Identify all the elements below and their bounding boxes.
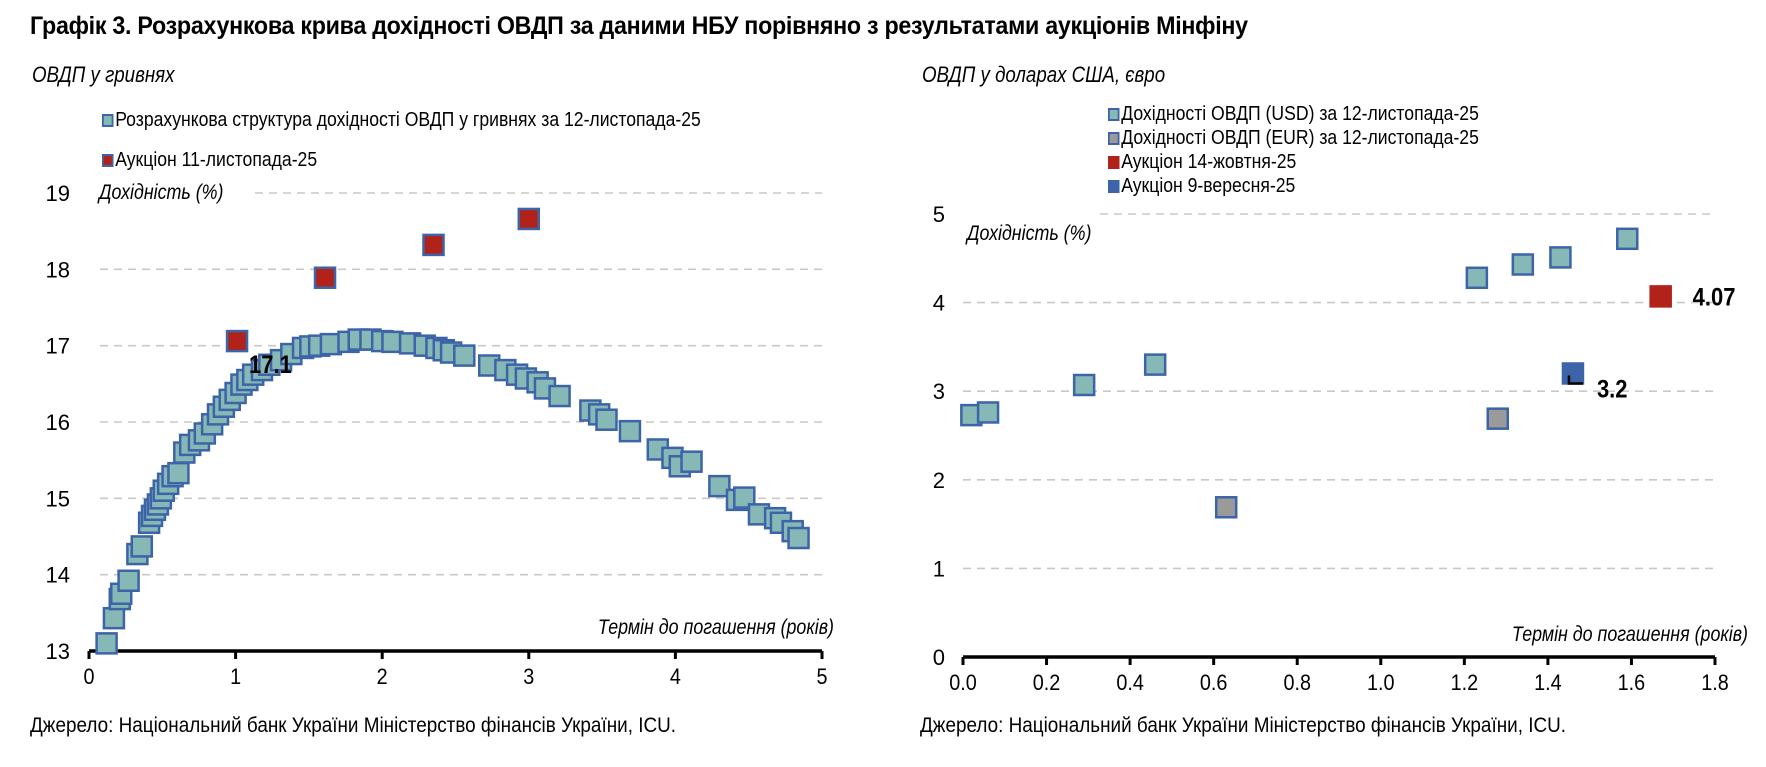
data-label: 3.2 bbox=[1597, 375, 1628, 403]
x-tick-label: 5 bbox=[816, 665, 827, 689]
right-chart-legend: Дохідності ОВДП (USD) за 12-листопада-25… bbox=[1108, 102, 1479, 198]
data-point bbox=[1649, 285, 1672, 308]
data-point bbox=[130, 535, 154, 558]
right-chart: 0 1 2 3 4 5 0.0 0.2 0.4 0.6 0.8 1.0 1.2 1.4 1.6 1.8 Дохі… bbox=[933, 202, 1748, 695]
y-tick-label: 14 bbox=[46, 563, 70, 588]
x-tick-label: 4 bbox=[670, 665, 681, 689]
data-point bbox=[1465, 266, 1489, 290]
data-point bbox=[1214, 496, 1238, 519]
x-tick-label: 1.6 bbox=[1618, 671, 1646, 695]
data-point bbox=[1143, 353, 1167, 376]
annotation-leader-line bbox=[1567, 375, 1583, 385]
legend-item-eur: Дохідності ОВДП (EUR) за 12-листопада-25 bbox=[1108, 126, 1479, 150]
x-tick-label: 3 bbox=[523, 665, 534, 689]
data-point bbox=[976, 401, 1000, 424]
legend-item-usd: Дохідності ОВДП (USD) за 12-листопада-25 bbox=[1108, 102, 1479, 126]
x-axis-title: Термін до погашення (років) bbox=[1512, 623, 1748, 647]
data-point bbox=[422, 233, 445, 257]
x-tick-label: 0.0 bbox=[949, 671, 977, 695]
legend-swatch-auction bbox=[102, 153, 114, 167]
data-point bbox=[225, 329, 249, 353]
data-label: 4.07 bbox=[1693, 283, 1736, 311]
figure-title: Графік 3. Розрахункова крива дохідності … bbox=[30, 12, 1248, 40]
data-point bbox=[680, 450, 703, 473]
data-point bbox=[618, 419, 642, 443]
y-axis-title: Дохідність (%) bbox=[965, 222, 1091, 246]
data-point bbox=[708, 474, 731, 498]
x-tick-label: 1.4 bbox=[1534, 671, 1562, 695]
legend-swatch-curve bbox=[102, 113, 114, 127]
data-point bbox=[453, 344, 476, 367]
legend-label-curve: Розрахункова структура дохідності ОВДП у… bbox=[115, 108, 701, 131]
legend-item-auction: Аукціон 11-листопада-25 bbox=[102, 148, 701, 172]
left-chart: 13 14 15 16 17 18 19 0 1 2 3 4 5 Дохідність (%) Термін… bbox=[46, 181, 834, 690]
data-point bbox=[1616, 227, 1639, 251]
data-point bbox=[1072, 373, 1096, 397]
data-point bbox=[787, 526, 810, 550]
y-tick-label: 15 bbox=[46, 486, 70, 511]
right-source-note: Джерело: Національний банк України Мініс… bbox=[920, 714, 1567, 737]
series-2 bbox=[1649, 285, 1672, 308]
data-point bbox=[313, 266, 337, 289]
y-tick-label: 16 bbox=[46, 410, 70, 435]
data-point bbox=[1511, 253, 1535, 276]
legend-swatch-eur bbox=[1108, 131, 1120, 145]
data-point bbox=[1549, 246, 1572, 269]
legend-item-curve: Розрахункова структура дохідності ОВДП у… bbox=[102, 108, 701, 132]
legend-label-auction: Аукціон 11-листопада-25 bbox=[115, 148, 318, 171]
x-tick-label: 2 bbox=[377, 665, 388, 689]
legend-item-sep: Аукціон 9-вересня-25 bbox=[1108, 174, 1479, 198]
series-1 bbox=[1214, 407, 1510, 519]
legend-label-sep: Аукціон 9-вересня-25 bbox=[1121, 174, 1296, 197]
y-tick-label: 4 bbox=[933, 291, 945, 316]
left-chart-subtitle: ОВДП у гривнях bbox=[32, 62, 175, 87]
y-axis-title: Дохідність (%) bbox=[97, 181, 223, 205]
data-label: 17.1 bbox=[249, 351, 292, 379]
legend-label-eur: Дохідності ОВДП (EUR) за 12-листопада-25 bbox=[1121, 126, 1479, 149]
series-0 bbox=[95, 328, 810, 655]
y-tick-label: 17 bbox=[46, 334, 70, 359]
data-point bbox=[1486, 407, 1510, 430]
x-tick-label: 0.2 bbox=[1033, 671, 1061, 695]
legend-label-usd: Дохідності ОВДП (USD) за 12-листопада-25 bbox=[1121, 102, 1479, 125]
right-chart-subtitle: ОВДП у доларах США, євро bbox=[922, 62, 1166, 87]
x-tick-label: 0 bbox=[83, 665, 94, 689]
data-point bbox=[167, 461, 190, 485]
x-tick-label: 0.8 bbox=[1283, 671, 1311, 695]
x-tick-label: 1 bbox=[230, 665, 241, 689]
y-tick-label: 3 bbox=[933, 379, 945, 404]
x-tick-label: 1.2 bbox=[1451, 671, 1479, 695]
series-1 bbox=[225, 207, 541, 353]
legend-swatch-oct bbox=[1108, 155, 1120, 169]
x-tick-label: 1.8 bbox=[1701, 671, 1729, 695]
left-chart-legend: Розрахункова структура дохідності ОВДП у… bbox=[102, 108, 701, 172]
legend-swatch-sep bbox=[1108, 179, 1120, 193]
y-tick-label: 5 bbox=[933, 202, 945, 227]
legend-swatch-usd bbox=[1108, 107, 1120, 121]
x-tick-label: 1.0 bbox=[1367, 671, 1395, 695]
legend-item-oct: Аукціон 14-жовтня-25 bbox=[1108, 150, 1479, 174]
data-point bbox=[117, 569, 140, 593]
y-tick-label: 0 bbox=[933, 645, 945, 670]
data-point bbox=[517, 207, 541, 231]
y-tick-label: 1 bbox=[933, 556, 945, 581]
y-tick-label: 2 bbox=[933, 468, 945, 493]
series-0 bbox=[960, 227, 1639, 427]
data-point bbox=[733, 486, 756, 509]
legend-label-oct: Аукціон 14-жовтня-25 bbox=[1121, 150, 1297, 173]
y-tick-label: 18 bbox=[46, 257, 70, 282]
series-3 bbox=[1561, 362, 1585, 385]
x-tick-label: 0.4 bbox=[1116, 671, 1144, 695]
data-point bbox=[1561, 362, 1585, 385]
y-tick-label: 19 bbox=[46, 181, 70, 206]
x-tick-label: 0.6 bbox=[1200, 671, 1228, 695]
data-point bbox=[595, 408, 618, 431]
data-point bbox=[102, 606, 126, 630]
data-point bbox=[95, 632, 118, 655]
x-axis-title: Термін до погашення (років) bbox=[598, 616, 834, 640]
y-tick-label: 13 bbox=[46, 639, 70, 664]
left-source-note: Джерело: Національний банк України Мініс… bbox=[30, 714, 677, 737]
data-point bbox=[548, 384, 571, 408]
